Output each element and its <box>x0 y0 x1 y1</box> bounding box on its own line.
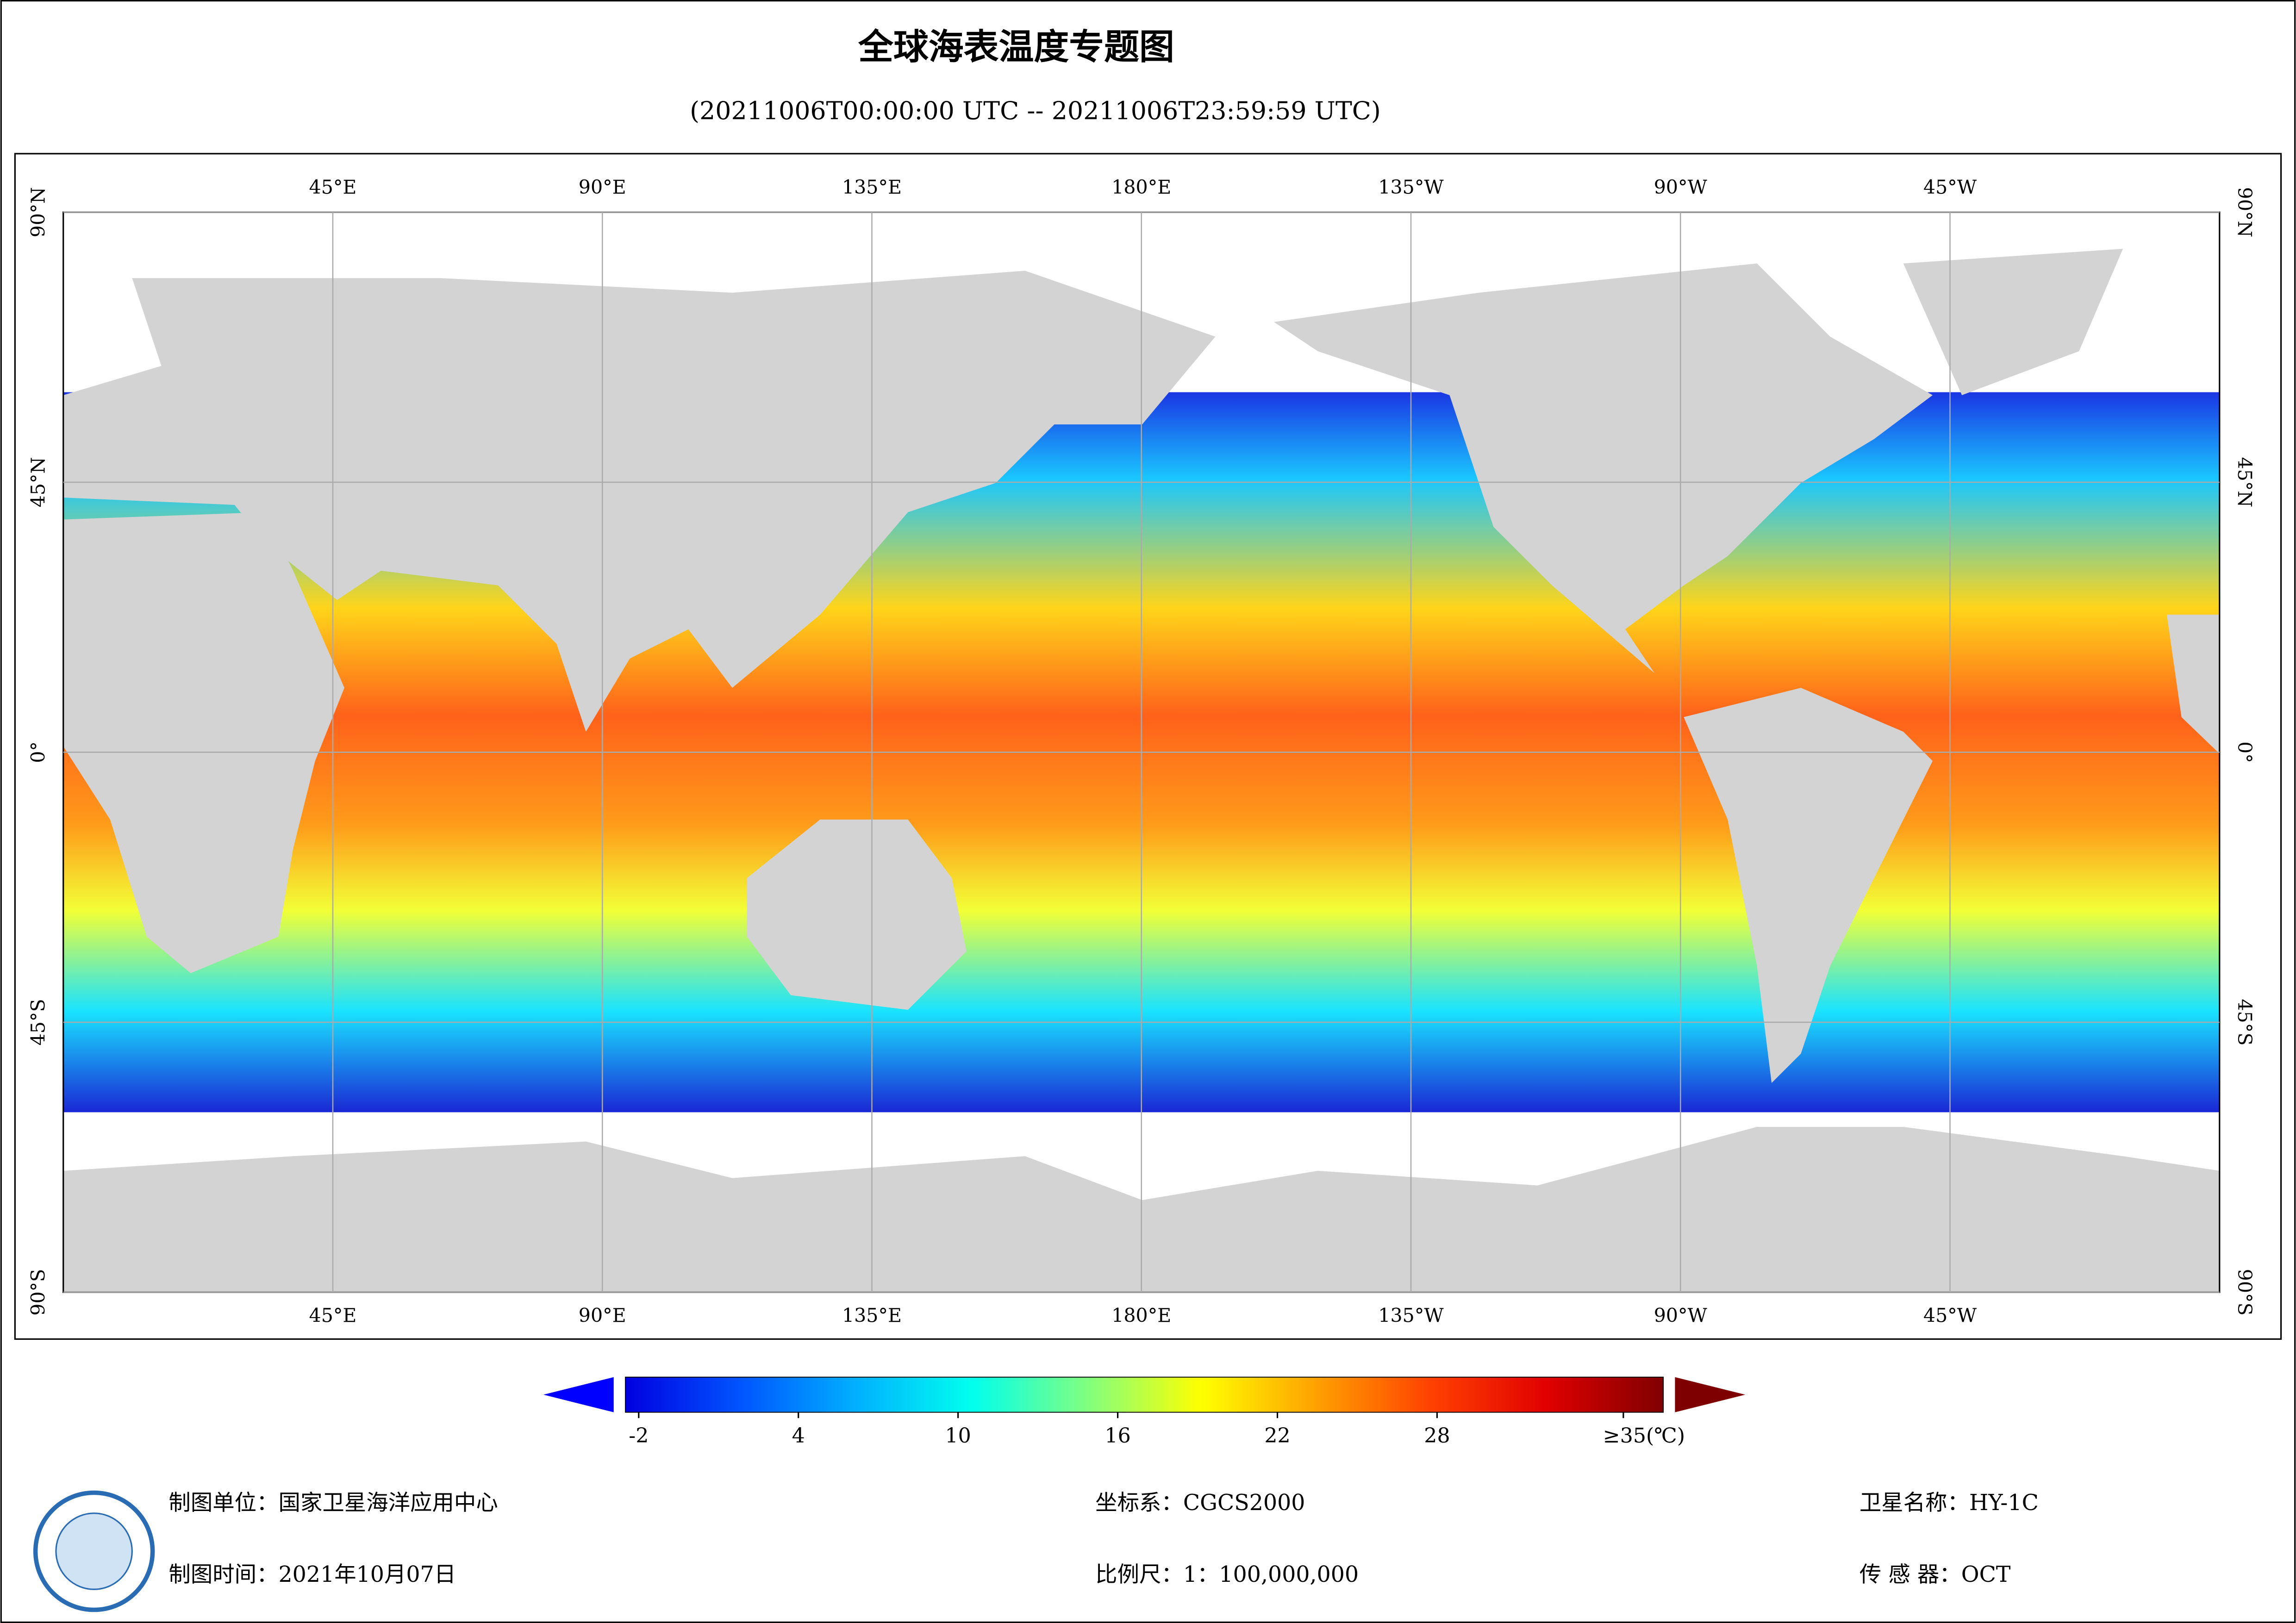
north-america <box>1273 263 1933 673</box>
greenland <box>1903 249 2123 395</box>
lon-label-top: 90°E <box>579 176 626 198</box>
lon-label-bottom: 180°E <box>1111 1305 1171 1327</box>
south-america <box>1684 688 1933 1083</box>
footer-item: 卫星名称：HY-1C <box>1859 1490 2039 1516</box>
lat-label-right: 0° <box>2234 741 2256 763</box>
logo-inner <box>55 1512 133 1590</box>
colorbar-over <box>1675 1377 1746 1412</box>
africa-west <box>2166 615 2220 754</box>
lon-label-top: 45°E <box>309 176 357 198</box>
lon-label-top: 90°W <box>1654 176 1708 198</box>
colorbar <box>625 1376 1664 1413</box>
lat-label-right: 45°N <box>2234 457 2256 508</box>
lon-label-top: 135°W <box>1378 176 1444 198</box>
lat-label-left: 45°S <box>27 999 50 1045</box>
footer-item: 制图时间：2021年10月07日 <box>168 1562 456 1587</box>
eurasia <box>63 271 1216 732</box>
lat-label-left: 45°N <box>27 457 50 508</box>
footer-item: 传 感 器：OCT <box>1859 1562 2011 1587</box>
colorbar-label: 4 <box>792 1424 805 1448</box>
lat-label-left: 90°N <box>27 187 50 237</box>
australia <box>747 819 967 1010</box>
lon-label-top: 135°E <box>842 176 902 198</box>
map <box>62 211 2221 1293</box>
subtitle: (20211006T00:00:00 UTC -- 20211006T23:59… <box>690 96 1381 125</box>
colorbar-label: 28 <box>1424 1424 1450 1448</box>
colorbar-label: 16 <box>1104 1424 1130 1448</box>
colorbar-label: 22 <box>1264 1424 1290 1448</box>
lat-label-left: 0° <box>27 741 50 763</box>
title: 全球海表温度专题图 <box>858 26 1174 68</box>
colorbar-label: -2 <box>629 1424 649 1448</box>
africa <box>63 512 344 973</box>
lon-label-bottom: 45°W <box>1923 1305 1977 1327</box>
map-frame <box>14 153 2282 1340</box>
lat-label-right: 90°N <box>2234 187 2256 237</box>
footer-item: 坐标系：CGCS2000 <box>1095 1490 1305 1516</box>
colorbar-label: ≥35(℃) <box>1603 1424 1685 1448</box>
lat-label-right: 45°S <box>2234 999 2256 1045</box>
lon-label-top: 45°W <box>1923 176 1977 198</box>
colorbar-label: 10 <box>945 1424 971 1448</box>
lon-label-bottom: 90°W <box>1654 1305 1708 1327</box>
lon-label-bottom: 135°E <box>842 1305 902 1327</box>
lon-label-bottom: 90°E <box>579 1305 626 1327</box>
lat-label-left: 90°S <box>27 1269 50 1316</box>
lon-label-bottom: 45°E <box>309 1305 357 1327</box>
lon-label-top: 180°E <box>1111 176 1171 198</box>
lon-label-bottom: 135°W <box>1378 1305 1444 1327</box>
colorbar-under <box>543 1377 614 1412</box>
footer-item: 比例尺：1：100,000,000 <box>1095 1562 1359 1587</box>
lat-label-right: 90°S <box>2234 1269 2256 1316</box>
footer-item: 制图单位：国家卫星海洋应用中心 <box>168 1490 498 1516</box>
